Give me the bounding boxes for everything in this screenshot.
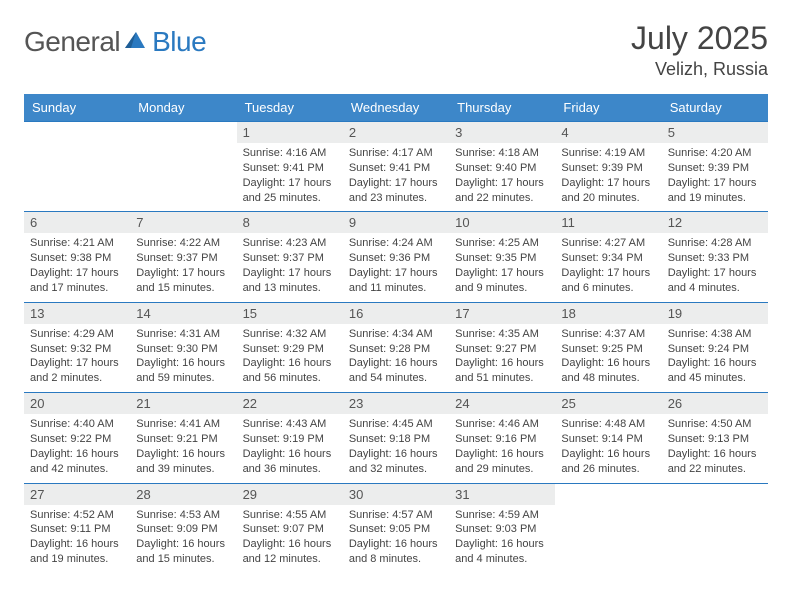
week-0-content: Sunrise: 4:16 AMSunset: 9:41 PMDaylight:… bbox=[24, 143, 768, 212]
day-content-cell bbox=[555, 505, 661, 573]
day-number-cell: 25 bbox=[555, 393, 661, 414]
day-number-cell: 31 bbox=[449, 484, 555, 505]
day-number-cell: 23 bbox=[343, 393, 449, 414]
day-content-cell: Sunrise: 4:48 AMSunset: 9:14 PMDaylight:… bbox=[555, 414, 661, 483]
week-0-numbers: 12345 bbox=[24, 122, 768, 143]
day-content-cell bbox=[130, 143, 236, 212]
day-content-cell: Sunrise: 4:31 AMSunset: 9:30 PMDaylight:… bbox=[130, 324, 236, 393]
week-4-numbers: 2728293031 bbox=[24, 484, 768, 505]
day-content-cell bbox=[24, 143, 130, 212]
day-number-cell: 2 bbox=[343, 122, 449, 143]
week-4-content: Sunrise: 4:52 AMSunset: 9:11 PMDaylight:… bbox=[24, 505, 768, 573]
day-number-cell: 20 bbox=[24, 393, 130, 414]
day-content-cell: Sunrise: 4:32 AMSunset: 9:29 PMDaylight:… bbox=[237, 324, 343, 393]
week-1-numbers: 6789101112 bbox=[24, 212, 768, 233]
logo-triangle-icon bbox=[123, 28, 149, 50]
week-3-content: Sunrise: 4:40 AMSunset: 9:22 PMDaylight:… bbox=[24, 414, 768, 483]
day-number-cell: 21 bbox=[130, 393, 236, 414]
day-content-cell: Sunrise: 4:40 AMSunset: 9:22 PMDaylight:… bbox=[24, 414, 130, 483]
day-content-cell: Sunrise: 4:38 AMSunset: 9:24 PMDaylight:… bbox=[662, 324, 768, 393]
logo: General Blue bbox=[24, 26, 206, 58]
week-2-content: Sunrise: 4:29 AMSunset: 9:32 PMDaylight:… bbox=[24, 324, 768, 393]
day-number-cell: 4 bbox=[555, 122, 661, 143]
day-content-cell: Sunrise: 4:27 AMSunset: 9:34 PMDaylight:… bbox=[555, 233, 661, 302]
day-number-cell bbox=[662, 484, 768, 505]
day-number-cell: 16 bbox=[343, 303, 449, 324]
day-content-cell: Sunrise: 4:46 AMSunset: 9:16 PMDaylight:… bbox=[449, 414, 555, 483]
title-block: July 2025 Velizh, Russia bbox=[631, 20, 768, 80]
logo-text-blue: Blue bbox=[152, 26, 206, 58]
logo-text-general: General bbox=[24, 26, 120, 58]
day-header-sunday: Sunday bbox=[24, 94, 130, 122]
day-content-cell bbox=[662, 505, 768, 573]
day-number-cell: 22 bbox=[237, 393, 343, 414]
day-number-cell bbox=[555, 484, 661, 505]
day-content-cell: Sunrise: 4:21 AMSunset: 9:38 PMDaylight:… bbox=[24, 233, 130, 302]
day-content-cell: Sunrise: 4:35 AMSunset: 9:27 PMDaylight:… bbox=[449, 324, 555, 393]
header: General Blue July 2025 Velizh, Russia bbox=[24, 20, 768, 80]
day-number-cell: 30 bbox=[343, 484, 449, 505]
day-content-cell: Sunrise: 4:52 AMSunset: 9:11 PMDaylight:… bbox=[24, 505, 130, 573]
day-content-cell: Sunrise: 4:55 AMSunset: 9:07 PMDaylight:… bbox=[237, 505, 343, 573]
day-header-friday: Friday bbox=[555, 94, 661, 122]
day-content-cell: Sunrise: 4:45 AMSunset: 9:18 PMDaylight:… bbox=[343, 414, 449, 483]
week-2-numbers: 13141516171819 bbox=[24, 303, 768, 324]
day-content-cell: Sunrise: 4:50 AMSunset: 9:13 PMDaylight:… bbox=[662, 414, 768, 483]
day-content-cell: Sunrise: 4:29 AMSunset: 9:32 PMDaylight:… bbox=[24, 324, 130, 393]
day-number-cell: 5 bbox=[662, 122, 768, 143]
day-number-cell: 26 bbox=[662, 393, 768, 414]
day-number-cell: 12 bbox=[662, 212, 768, 233]
day-number-cell: 24 bbox=[449, 393, 555, 414]
day-number-cell: 9 bbox=[343, 212, 449, 233]
day-number-cell: 18 bbox=[555, 303, 661, 324]
day-content-cell: Sunrise: 4:17 AMSunset: 9:41 PMDaylight:… bbox=[343, 143, 449, 212]
day-number-cell: 14 bbox=[130, 303, 236, 324]
day-content-cell: Sunrise: 4:53 AMSunset: 9:09 PMDaylight:… bbox=[130, 505, 236, 573]
day-number-cell: 8 bbox=[237, 212, 343, 233]
day-header-thursday: Thursday bbox=[449, 94, 555, 122]
day-content-cell: Sunrise: 4:19 AMSunset: 9:39 PMDaylight:… bbox=[555, 143, 661, 212]
day-content-cell: Sunrise: 4:43 AMSunset: 9:19 PMDaylight:… bbox=[237, 414, 343, 483]
day-number-cell: 28 bbox=[130, 484, 236, 505]
location: Velizh, Russia bbox=[631, 59, 768, 80]
week-1-content: Sunrise: 4:21 AMSunset: 9:38 PMDaylight:… bbox=[24, 233, 768, 302]
day-number-cell: 3 bbox=[449, 122, 555, 143]
day-content-cell: Sunrise: 4:22 AMSunset: 9:37 PMDaylight:… bbox=[130, 233, 236, 302]
day-content-cell: Sunrise: 4:16 AMSunset: 9:41 PMDaylight:… bbox=[237, 143, 343, 212]
day-number-cell: 11 bbox=[555, 212, 661, 233]
day-header-saturday: Saturday bbox=[662, 94, 768, 122]
day-content-cell: Sunrise: 4:25 AMSunset: 9:35 PMDaylight:… bbox=[449, 233, 555, 302]
day-number-cell: 13 bbox=[24, 303, 130, 324]
day-content-cell: Sunrise: 4:28 AMSunset: 9:33 PMDaylight:… bbox=[662, 233, 768, 302]
day-number-cell: 1 bbox=[237, 122, 343, 143]
day-number-cell: 10 bbox=[449, 212, 555, 233]
day-number-cell: 17 bbox=[449, 303, 555, 324]
week-3-numbers: 20212223242526 bbox=[24, 393, 768, 414]
day-content-cell: Sunrise: 4:59 AMSunset: 9:03 PMDaylight:… bbox=[449, 505, 555, 573]
day-content-cell: Sunrise: 4:20 AMSunset: 9:39 PMDaylight:… bbox=[662, 143, 768, 212]
day-header-monday: Monday bbox=[130, 94, 236, 122]
day-number-cell: 27 bbox=[24, 484, 130, 505]
day-number-cell bbox=[24, 122, 130, 143]
day-content-cell: Sunrise: 4:24 AMSunset: 9:36 PMDaylight:… bbox=[343, 233, 449, 302]
day-number-cell bbox=[130, 122, 236, 143]
month-title: July 2025 bbox=[631, 20, 768, 57]
day-number-cell: 19 bbox=[662, 303, 768, 324]
day-number-cell: 7 bbox=[130, 212, 236, 233]
day-number-cell: 29 bbox=[237, 484, 343, 505]
day-header-tuesday: Tuesday bbox=[237, 94, 343, 122]
day-content-cell: Sunrise: 4:18 AMSunset: 9:40 PMDaylight:… bbox=[449, 143, 555, 212]
day-content-cell: Sunrise: 4:37 AMSunset: 9:25 PMDaylight:… bbox=[555, 324, 661, 393]
day-header-row: SundayMondayTuesdayWednesdayThursdayFrid… bbox=[24, 94, 768, 122]
day-header-wednesday: Wednesday bbox=[343, 94, 449, 122]
day-number-cell: 6 bbox=[24, 212, 130, 233]
day-content-cell: Sunrise: 4:23 AMSunset: 9:37 PMDaylight:… bbox=[237, 233, 343, 302]
day-number-cell: 15 bbox=[237, 303, 343, 324]
day-content-cell: Sunrise: 4:57 AMSunset: 9:05 PMDaylight:… bbox=[343, 505, 449, 573]
calendar-table: SundayMondayTuesdayWednesdayThursdayFrid… bbox=[24, 94, 768, 573]
day-content-cell: Sunrise: 4:41 AMSunset: 9:21 PMDaylight:… bbox=[130, 414, 236, 483]
day-content-cell: Sunrise: 4:34 AMSunset: 9:28 PMDaylight:… bbox=[343, 324, 449, 393]
